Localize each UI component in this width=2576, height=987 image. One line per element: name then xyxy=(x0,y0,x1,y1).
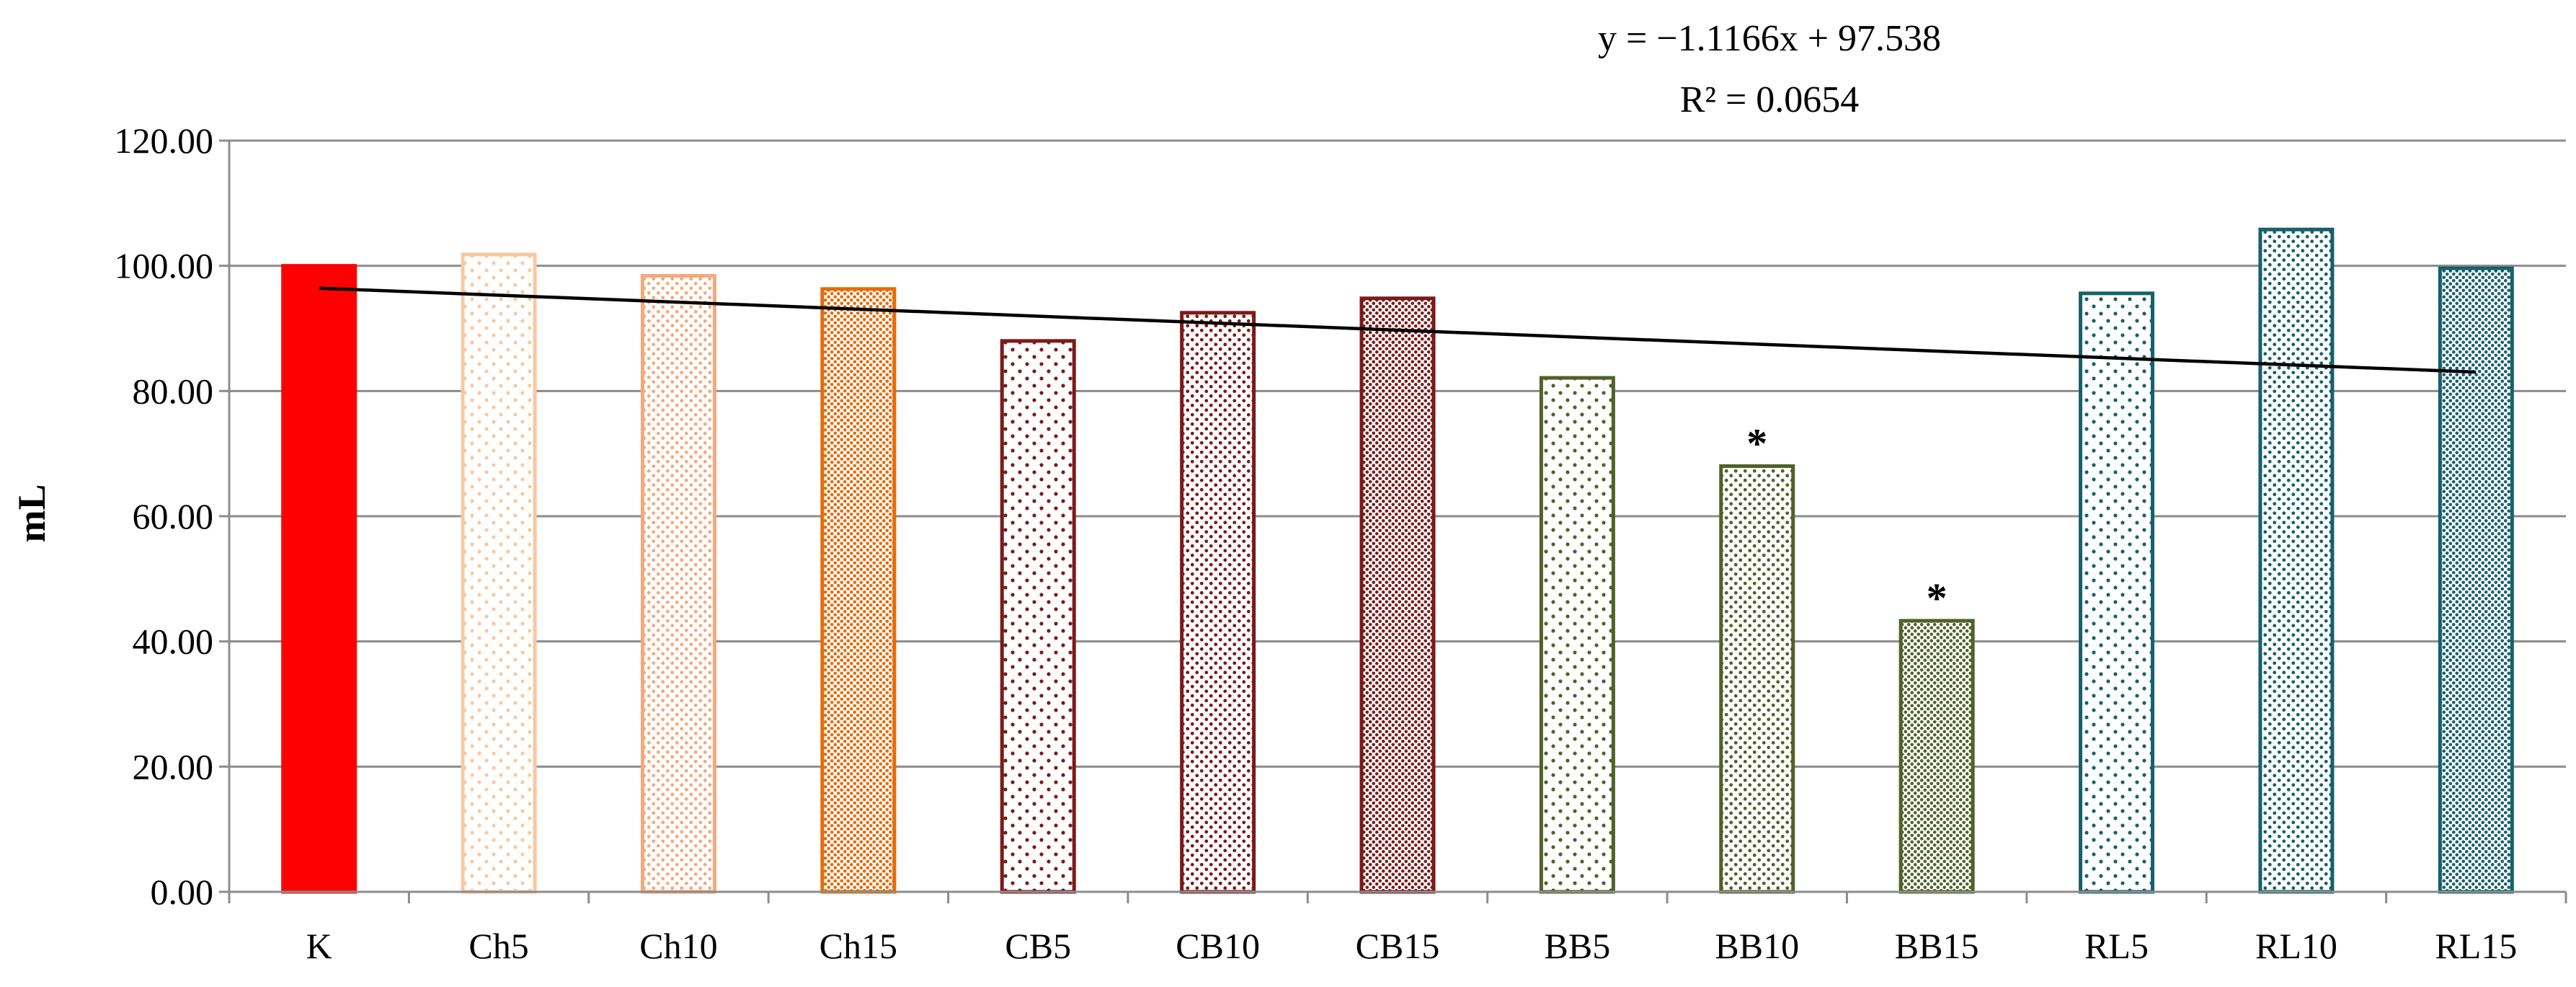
significance-markers: ** xyxy=(1746,420,1947,621)
bar-rl15 xyxy=(2438,266,2514,894)
x-tick-label: BB10 xyxy=(1715,926,1799,966)
significance-marker: * xyxy=(1746,420,1767,467)
trendline-line xyxy=(319,286,2477,374)
bar-rl5 xyxy=(2079,291,2155,894)
bar-k xyxy=(281,264,357,894)
bar-cb10 xyxy=(1180,311,1256,894)
bar-bb5 xyxy=(1539,376,1615,894)
x-tick-label: K xyxy=(306,926,332,966)
x-tick-label: CB5 xyxy=(1005,926,1071,966)
y-tick-label: 100.00 xyxy=(115,246,214,286)
bar-ch15 xyxy=(820,287,897,894)
bar-bb10 xyxy=(1719,464,1795,894)
x-tick-label: Ch10 xyxy=(639,926,717,966)
x-tick-label: Ch15 xyxy=(820,926,897,966)
y-axis-label: mL xyxy=(10,484,53,543)
bar-cb15 xyxy=(1359,296,1436,894)
x-tick-label: BB15 xyxy=(1895,926,1979,966)
y-tick-label: 80.00 xyxy=(133,371,214,411)
bar-bb15 xyxy=(1898,619,1975,894)
trendline-equation: y = −1.1166x + 97.538 xyxy=(1598,18,1941,59)
y-tick-label: 60.00 xyxy=(133,496,214,536)
x-tick-label: RL5 xyxy=(2084,926,2149,966)
bars xyxy=(281,227,2514,894)
bar-rl10 xyxy=(2258,227,2335,894)
y-tick-label: 20.00 xyxy=(133,746,214,787)
x-tick-label: BB5 xyxy=(1545,926,1611,966)
y-tick-label: 0.00 xyxy=(151,872,214,912)
x-tick-label: RL15 xyxy=(2435,926,2517,966)
bar-cb5 xyxy=(1000,339,1076,894)
bar-ch10 xyxy=(640,274,716,894)
x-axis xyxy=(228,141,2567,903)
y-tick-label: 120.00 xyxy=(115,120,214,161)
x-tick-label: Ch5 xyxy=(468,926,528,966)
x-tick-label: CB15 xyxy=(1356,926,1440,966)
y-tick-labels: 0.00 20.00 40.00 60.00 80.00 100.00 120.00 xyxy=(115,120,229,912)
trendline-r-squared: R² = 0.0654 xyxy=(1680,79,1860,120)
trendline xyxy=(319,286,2477,374)
x-tick-labels: K Ch5 Ch10 Ch15 CB5 CB10 CB15 BB5 BB10 BB15 RL5 RL1… xyxy=(306,926,2518,966)
x-tick-label: CB10 xyxy=(1176,926,1260,966)
bar-ch5 xyxy=(461,252,537,894)
significance-marker: * xyxy=(1927,575,1947,621)
y-tick-label: 40.00 xyxy=(133,621,214,662)
x-tick-label: RL10 xyxy=(2255,926,2337,966)
